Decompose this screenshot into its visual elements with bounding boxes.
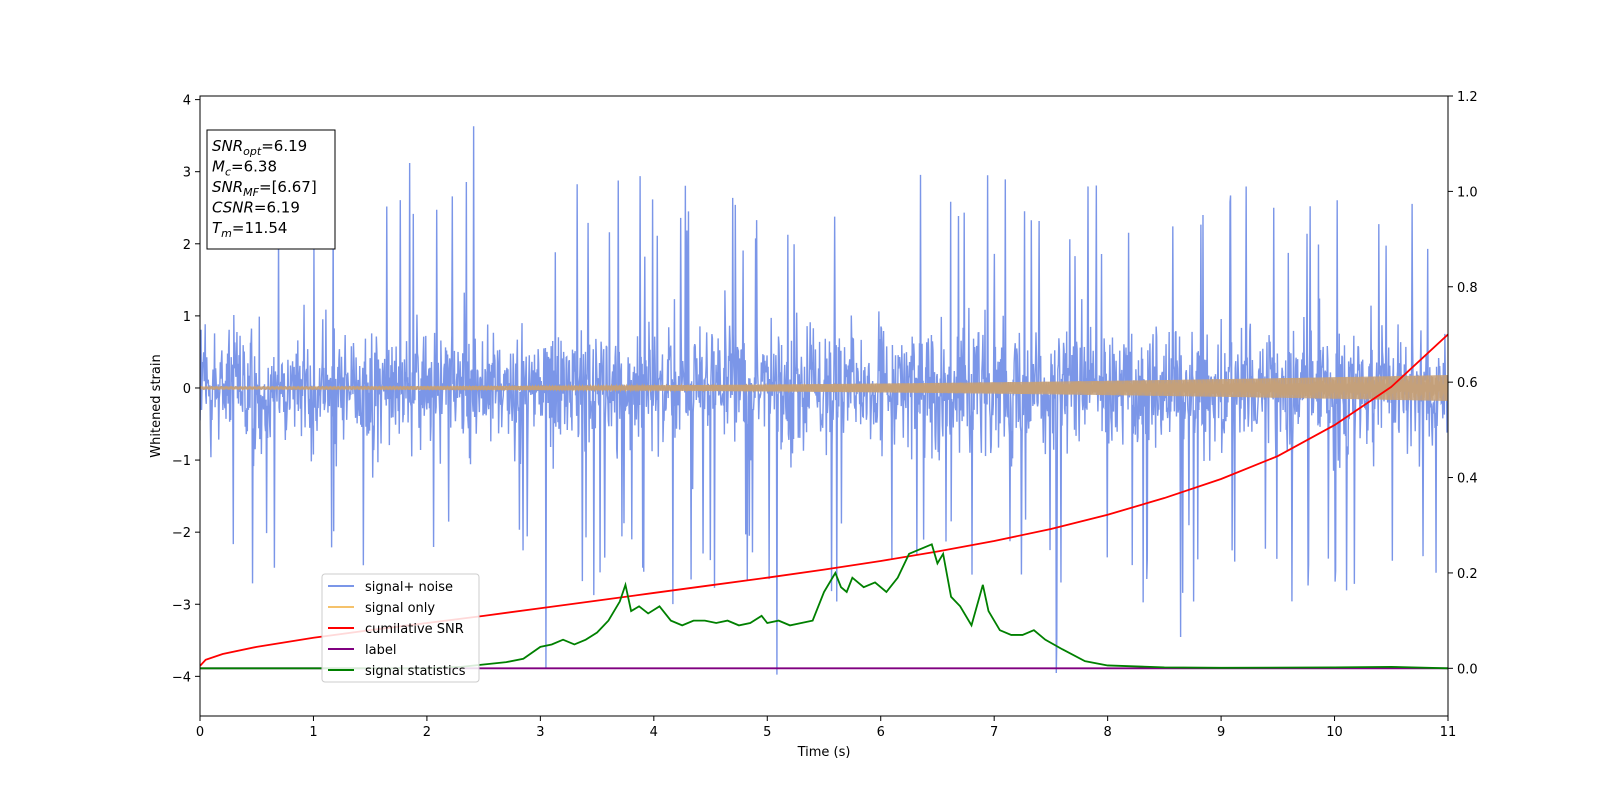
y-tick-label: 1 [183, 310, 191, 325]
annotation-line: SNRopt=6.19 [212, 137, 307, 158]
legend-frame [321, 573, 480, 683]
series-cumilative-snr [200, 333, 1448, 667]
annotation-line: SNRMF=[6.67] [212, 178, 317, 199]
series-signal-statistics [200, 543, 1448, 670]
annotation-line: Tm=11.54 [212, 219, 287, 240]
y2-tick-label: 0.4 [1457, 472, 1478, 487]
x-tick-label: 9 [1217, 725, 1225, 740]
annotation-frame [206, 129, 336, 250]
series-signal-only [200, 375, 1448, 401]
y-tick-label: −4 [172, 670, 191, 685]
legend-label: signal statistics [365, 664, 466, 679]
y2-tick-label: 0.8 [1457, 281, 1478, 296]
y2-tick-label: 0.6 [1457, 376, 1478, 391]
x-tick-label: 8 [1103, 725, 1111, 740]
y-tick-label: 3 [183, 166, 191, 181]
chirp-envelope [200, 375, 1448, 401]
annotation-line: Mc=6.38 [212, 158, 277, 179]
x-tick-label: 0 [196, 725, 204, 740]
y2-tick-label: 1.2 [1457, 90, 1478, 105]
ticks-layer: 0 1 2 3 4 5 6 7 8 9 10 1143210−1−2−3−41.21.00.80.60… [172, 90, 1478, 740]
x-tick-label: 4 [650, 725, 658, 740]
annotation-line: CSNR=6.19 [212, 199, 300, 217]
legend-label: label [365, 643, 396, 658]
x-tick-label: 11 [1440, 725, 1457, 740]
y-tick-label: −2 [172, 526, 191, 541]
y-axis-label: Whitened strain [149, 354, 164, 457]
noise-trace [200, 126, 1448, 675]
x-tick-label: 5 [763, 725, 771, 740]
legend-label: cumilative SNR [365, 622, 464, 637]
y2-tick-label: 0.2 [1457, 567, 1478, 582]
x-tick-label: 1 [309, 725, 317, 740]
plot-frame [199, 95, 1449, 717]
y-tick-label: 4 [183, 94, 191, 109]
x-tick-label: 6 [877, 725, 885, 740]
x-tick-label: 2 [423, 725, 431, 740]
y-tick-label: 0 [183, 382, 191, 397]
x-tick-label: 3 [536, 725, 544, 740]
x-tick-label: 10 [1326, 725, 1343, 740]
legend: signal+ noise signal only cumilative SNR la… [321, 573, 480, 683]
legend-label: signal+ noise [365, 580, 453, 595]
y-tick-label: −1 [172, 454, 191, 469]
y2-tick-label: 1.0 [1457, 185, 1478, 200]
line-4 [200, 543, 1448, 670]
x-tick-label: 7 [990, 725, 998, 740]
y2-tick-label: 0.0 [1457, 662, 1478, 677]
y-tick-label: 2 [183, 238, 191, 253]
line-2 [200, 333, 1448, 667]
series-signal-noise [200, 126, 1448, 675]
x-axis-label: Time (s) [797, 745, 851, 760]
legend-label: signal only [365, 601, 435, 616]
y-tick-label: −3 [172, 598, 191, 613]
